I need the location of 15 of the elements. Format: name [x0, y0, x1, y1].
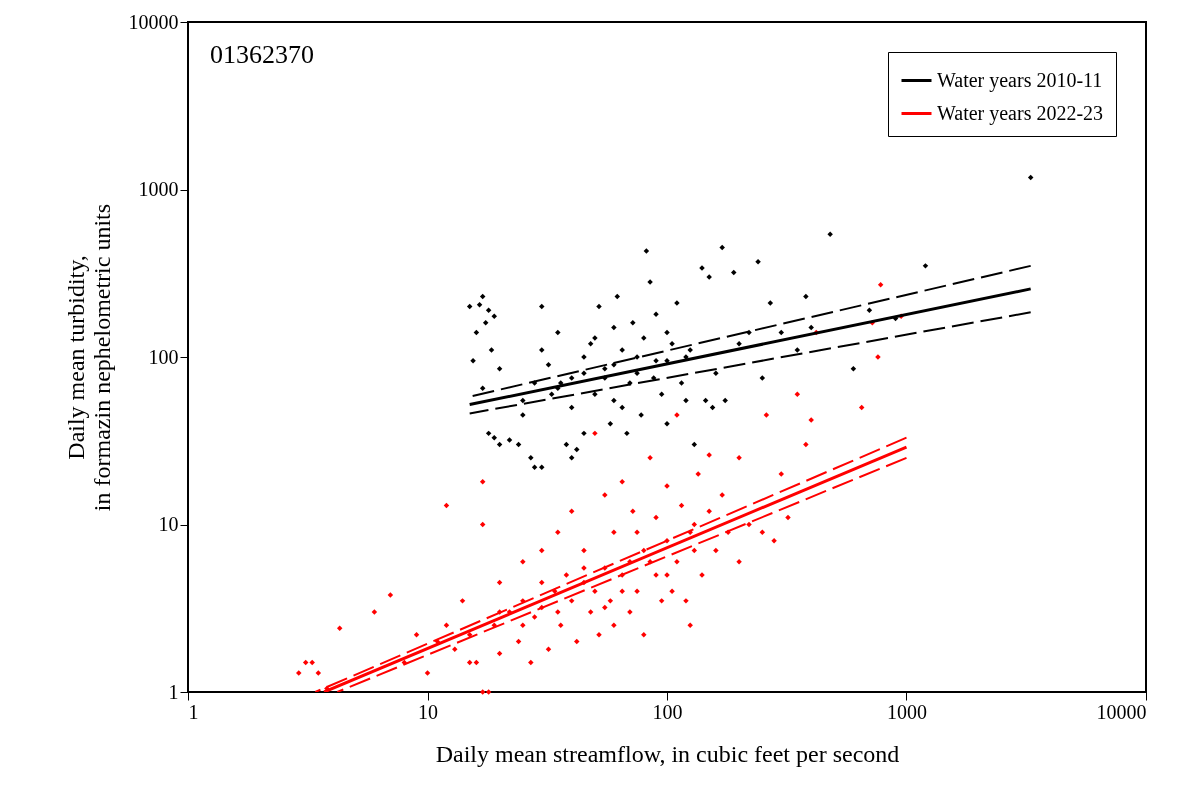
x-tick-label: 1000: [887, 700, 927, 723]
x-tick-label: 1: [188, 700, 199, 723]
y-tick-label: 100: [148, 345, 179, 368]
y-tick-label: 10000: [128, 10, 179, 33]
x-tick-label: 100: [652, 700, 683, 723]
x-tick-label: 10000: [1096, 700, 1147, 723]
legend-label: Water years 2022-23: [937, 101, 1104, 125]
y-axis-title: Daily mean turbidity, in formazin nephelometric units: [62, 203, 115, 512]
y-tick-label: 1000: [138, 178, 179, 200]
x-tick-label: 10: [418, 700, 438, 723]
legend-label: Water years 2010-11: [937, 68, 1103, 92]
x-axis-title: Daily mean streamflow, in cubic feet per second: [435, 740, 900, 767]
y-tick-label: 1: [168, 680, 179, 703]
y-tick-label: 10: [158, 513, 179, 535]
annotation: 01362370: [210, 40, 314, 69]
